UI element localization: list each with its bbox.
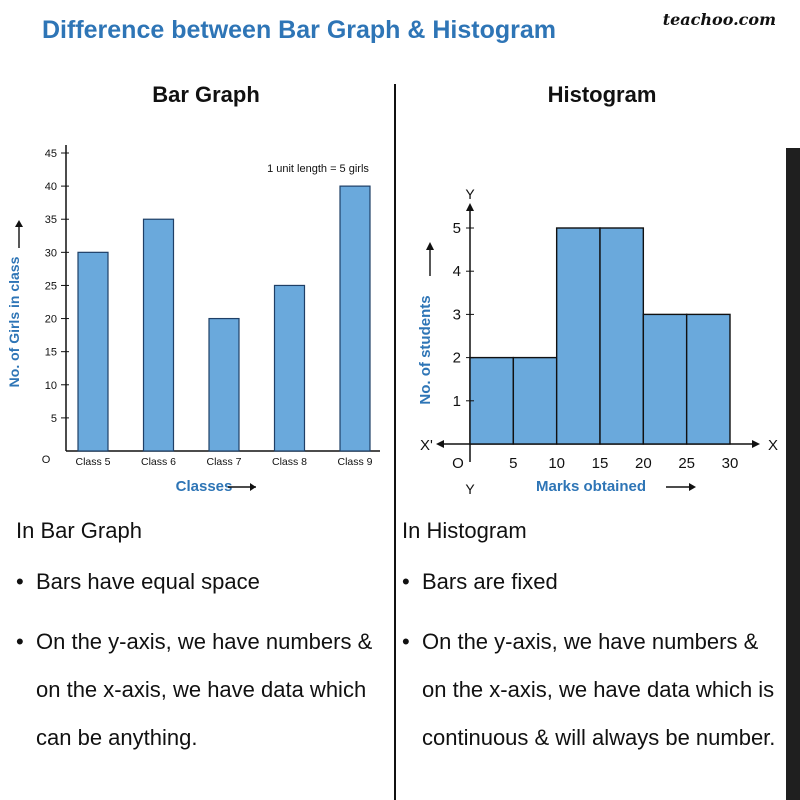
y-label-arrowhead-icon [426,242,434,250]
bar-bullet-1: • Bars have equal space [16,558,388,606]
x-tick-label: Class 9 [337,456,372,468]
y-tick-label: 45 [45,148,57,160]
y-axis-label: No. of students [417,295,434,404]
page-title: Difference between Bar Graph & Histogram [42,16,557,44]
y-neg-axis-name: Y [465,481,475,497]
brand-logo: teachoo.com [662,10,776,29]
y-tick-label: 15 [45,347,57,359]
y-tick-label: 25 [45,280,57,292]
hist-bullet-2: • On the y-axis, we have numbers & on th… [402,618,786,762]
x-tick-label: 10 [548,455,565,472]
histogram-bin-5-10 [512,356,558,445]
x-axis-arrowhead-icon [752,440,760,448]
x-tick-label: Class 6 [141,456,176,468]
hist-bullet-1: • Bars are fixed [402,558,786,606]
x-axis-label: Classes [176,478,233,495]
x-tick-label: Class 7 [206,456,241,468]
panel-divider [394,84,396,800]
y-tick-label: 1 [453,393,461,410]
bullet-dot-icon: • [402,569,410,594]
y-label-arrowhead-icon [15,220,23,227]
x-tick-label: 5 [509,455,517,472]
x-tick-label: 30 [722,455,739,472]
y-tick-label: 3 [453,306,461,323]
x-tick-label: 20 [635,455,652,472]
bar-class-5 [77,251,109,452]
x-tick-label: Class 5 [75,456,110,468]
y-tick-label: 35 [45,214,57,226]
y-axis-label: No. of Girls in class [6,256,22,387]
x-tick-label: 15 [592,455,609,472]
y-tick-label: 20 [45,314,57,326]
y-tick-label: 2 [453,350,461,367]
bar-bullet-2-text: On the y-axis, we have numbers & on the … [36,629,373,750]
y-tick-label: 4 [453,263,461,280]
x-axis-label: Marks obtained [536,478,646,495]
y-tick-label: 30 [45,247,57,259]
bar-class-6 [142,218,175,452]
hist-notes-heading: In Histogram [402,518,527,543]
bar-bullet-2: • On the y-axis, we have numbers & on th… [16,618,388,762]
x-neg-arrowhead-icon [436,440,444,448]
histogram-bin-20-25 [642,313,688,445]
bar-class-7 [208,317,240,452]
histogram-bin-25-30 [685,313,731,445]
x-axis-name: X [768,437,778,454]
y-tick-label: 40 [45,181,57,193]
origin-label: O [452,455,464,472]
bar-class-8 [273,284,306,452]
x-tick-label: 25 [678,455,695,472]
histogram-bin-10-15 [555,227,601,445]
histogram-notes: In Histogram • Bars are fixed • On the y… [402,520,786,786]
y-tick-label: 5 [51,413,57,425]
hist-bullet-2-text: On the y-axis, we have numbers & on the … [422,629,776,750]
bullet-dot-icon: • [402,629,410,654]
hist-bullet-1-text: Bars are fixed [422,569,558,594]
bar-class-9 [339,185,371,452]
edge-strip [786,148,800,800]
x-label-arrowhead-icon [250,483,256,491]
x-neg-axis-name: X' [420,437,433,454]
x-label-arrowhead-icon [689,483,696,491]
bar-graph-heading: Bar Graph [152,82,260,107]
y-axis-arrowhead-icon [466,203,474,211]
histogram-heading: Histogram [547,82,657,107]
bar-bullet-1-text: Bars have equal space [36,569,260,594]
x-tick-label: Class 8 [272,456,307,468]
bullet-dot-icon: • [16,629,24,654]
bullet-dot-icon: • [16,569,24,594]
bar-graph-notes: In Bar Graph • Bars have equal space • O… [16,520,388,786]
histogram-bin-0-5 [469,356,515,445]
unit-annotation: 1 unit length = 5 girls [267,163,369,175]
bar-graph-chart: 5 10 15 20 25 30 35 40 45 O Class 5 Class 6 Class 7 C… [6,145,380,495]
histogram-bin-15-20 [599,227,645,445]
y-tick-label: 10 [45,380,57,392]
bar-notes-heading: In Bar Graph [16,518,142,543]
y-axis-name: Y [465,186,475,202]
origin-label: O [42,454,51,466]
y-tick-label: 5 [453,220,461,237]
